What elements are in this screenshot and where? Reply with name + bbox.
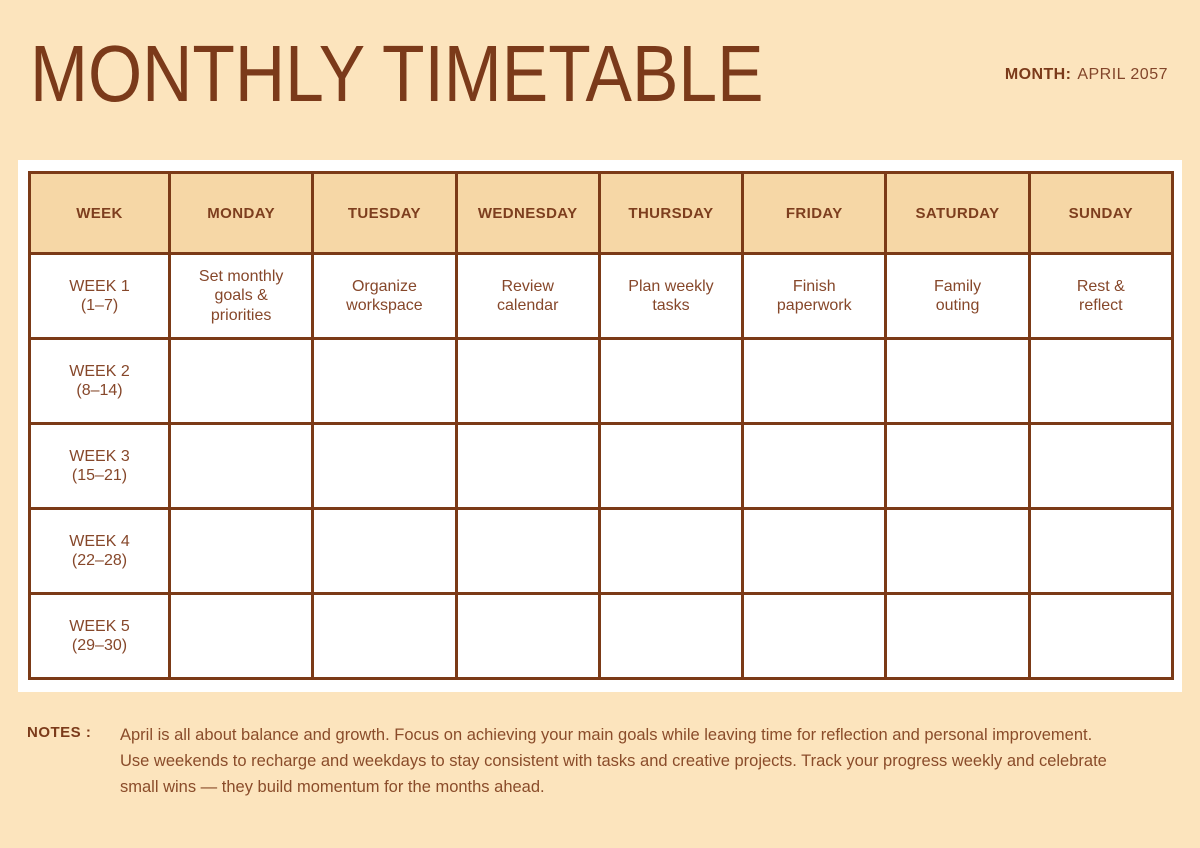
task-cell	[167, 592, 315, 680]
week-cell: WEEK 4 (22–28)	[28, 507, 171, 595]
header-row: WEEK MONDAY TUESDAY WEDNESDAY THURSDAY F…	[28, 171, 1175, 255]
month-label: MONTH:	[1004, 66, 1072, 83]
task-cell	[884, 592, 1031, 680]
task-cell	[311, 592, 458, 680]
table-row-week2: WEEK 2 (8–14)	[28, 337, 1175, 425]
table-row-week4: WEEK 4 (22–28)	[28, 507, 1175, 595]
table-row-week1: WEEK 1 (1–7) Set monthly goals & priorit…	[28, 252, 1175, 340]
table-row-week3: WEEK 3 (15–21)	[28, 422, 1175, 510]
task-cell	[741, 337, 888, 425]
column-header-sunday: SUNDAY	[1027, 171, 1175, 255]
notes-label: NOTES :	[27, 724, 92, 741]
column-header-saturday: SATURDAY	[884, 171, 1031, 255]
column-header-tuesday: TUESDAY	[311, 171, 458, 255]
task-cell	[454, 337, 601, 425]
task-cell	[597, 337, 745, 425]
month-value: APRIL 2057	[1077, 66, 1168, 83]
column-header-week: WEEK	[28, 171, 171, 255]
task-cell	[1027, 337, 1175, 425]
task-cell	[884, 337, 1031, 425]
timetable-table: WEEK MONDAY TUESDAY WEDNESDAY THURSDAY F…	[28, 171, 1175, 680]
task-cell: Rest & reflect	[1027, 252, 1175, 340]
task-cell	[1027, 507, 1175, 595]
notes-section: NOTES : April is all about balance and g…	[27, 722, 1147, 800]
task-cell	[311, 422, 458, 510]
column-header-wednesday: WEDNESDAY	[454, 171, 601, 255]
task-cell: Finish paperwork	[741, 252, 888, 340]
column-header-thursday: THURSDAY	[597, 171, 745, 255]
task-cell	[597, 422, 745, 510]
column-header-friday: FRIDAY	[741, 171, 888, 255]
table-row-week5: WEEK 5 (29–30)	[28, 592, 1175, 680]
task-cell: Organize workspace	[311, 252, 458, 340]
task-cell: Review calendar	[454, 252, 601, 340]
task-cell	[1027, 592, 1175, 680]
page-title: MONTHLY TIMETABLE	[30, 29, 764, 118]
week-cell: WEEK 5 (29–30)	[28, 592, 171, 680]
task-cell	[454, 592, 601, 680]
task-cell	[167, 507, 315, 595]
task-cell	[1027, 422, 1175, 510]
task-cell	[597, 592, 745, 680]
task-cell: Set monthly goals & priorities	[167, 252, 315, 340]
task-cell	[454, 422, 601, 510]
task-cell	[454, 507, 601, 595]
task-cell	[741, 507, 888, 595]
timetable-sheet: WEEK MONDAY TUESDAY WEDNESDAY THURSDAY F…	[18, 160, 1182, 692]
month-line: MONTH: APRIL 2057	[1005, 66, 1168, 84]
task-cell	[741, 422, 888, 510]
week-cell: WEEK 3 (15–21)	[28, 422, 171, 510]
task-cell	[741, 592, 888, 680]
task-cell: Family outing	[884, 252, 1031, 340]
task-cell	[311, 507, 458, 595]
task-cell	[597, 507, 745, 595]
week-cell: WEEK 1 (1–7)	[28, 252, 171, 340]
column-header-monday: MONDAY	[167, 171, 315, 255]
notes-text: April is all about balance and growth. F…	[120, 726, 1107, 796]
task-cell	[884, 422, 1031, 510]
task-cell	[884, 507, 1031, 595]
task-cell: Plan weekly tasks	[597, 252, 745, 340]
task-cell	[167, 422, 315, 510]
task-cell	[167, 337, 315, 425]
week-cell: WEEK 2 (8–14)	[28, 337, 171, 425]
task-cell	[311, 337, 458, 425]
